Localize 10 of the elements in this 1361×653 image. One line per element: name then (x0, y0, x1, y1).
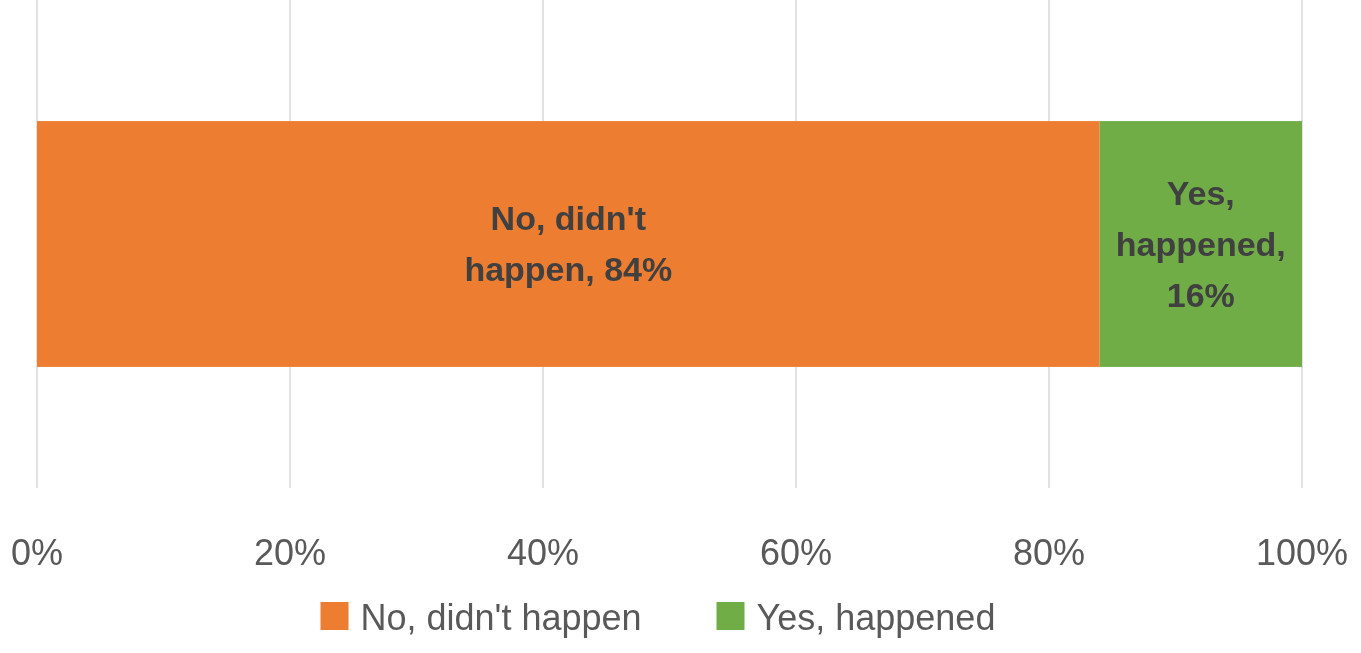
x-tick-label: 0% (10, 532, 64, 573)
x-tick-label: 100% (1255, 532, 1349, 573)
x-tick-label: 60% (759, 532, 833, 573)
x-tick-label: 40% (506, 532, 580, 573)
x-tick-label: 20% (253, 532, 327, 573)
data-label: No, didn't happen, 84% (464, 199, 673, 289)
legend-label: No, didn't happen (360, 597, 642, 638)
data-label: Yes, happened, 16% (1115, 173, 1286, 314)
x-tick-label: 80% (1012, 532, 1086, 573)
legend-label: Yes, happened (756, 597, 996, 638)
